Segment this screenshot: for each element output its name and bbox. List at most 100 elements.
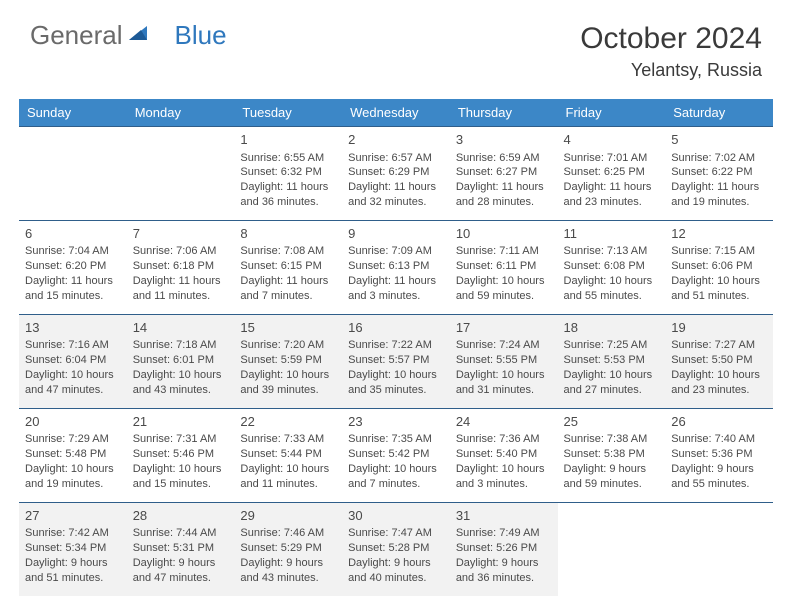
calendar-day-cell: 26Sunrise: 7:40 AMSunset: 5:36 PMDayligh… <box>665 408 773 502</box>
daylight-text: Daylight: 11 hours and 3 minutes. <box>348 274 444 304</box>
day-number: 27 <box>25 507 121 525</box>
calendar-day-cell: 20Sunrise: 7:29 AMSunset: 5:48 PMDayligh… <box>19 408 127 502</box>
day-number: 21 <box>133 413 229 431</box>
calendar-day-cell: 31Sunrise: 7:49 AMSunset: 5:26 PMDayligh… <box>450 502 558 595</box>
daylight-text: Daylight: 10 hours and 27 minutes. <box>564 368 660 398</box>
day-number: 3 <box>456 131 552 149</box>
daylight-text: Daylight: 10 hours and 47 minutes. <box>25 368 121 398</box>
sunset-text: Sunset: 5:28 PM <box>348 541 444 556</box>
day-header: Sunday <box>19 99 127 127</box>
calendar-day-cell: 16Sunrise: 7:22 AMSunset: 5:57 PMDayligh… <box>342 314 450 408</box>
sunrise-text: Sunrise: 7:24 AM <box>456 338 552 353</box>
sunrise-text: Sunrise: 7:15 AM <box>671 244 767 259</box>
calendar-day-cell: 29Sunrise: 7:46 AMSunset: 5:29 PMDayligh… <box>234 502 342 595</box>
day-header-row: Sunday Monday Tuesday Wednesday Thursday… <box>19 99 773 127</box>
day-number: 2 <box>348 131 444 149</box>
calendar-day-cell <box>558 502 666 595</box>
daylight-text: Daylight: 11 hours and 11 minutes. <box>133 274 229 304</box>
day-number: 17 <box>456 319 552 337</box>
sunrise-text: Sunrise: 6:55 AM <box>240 151 336 166</box>
logo: General Blue <box>30 22 227 48</box>
day-number: 11 <box>564 225 660 243</box>
logo-triangle-icon <box>127 22 149 48</box>
sunrise-text: Sunrise: 7:18 AM <box>133 338 229 353</box>
daylight-text: Daylight: 10 hours and 55 minutes. <box>564 274 660 304</box>
sunrise-text: Sunrise: 7:36 AM <box>456 432 552 447</box>
sunset-text: Sunset: 5:26 PM <box>456 541 552 556</box>
day-number: 9 <box>348 225 444 243</box>
sunrise-text: Sunrise: 7:16 AM <box>25 338 121 353</box>
sunrise-text: Sunrise: 7:29 AM <box>25 432 121 447</box>
day-number: 26 <box>671 413 767 431</box>
calendar-week-row: 6Sunrise: 7:04 AMSunset: 6:20 PMDaylight… <box>19 220 773 314</box>
sunrise-text: Sunrise: 7:11 AM <box>456 244 552 259</box>
sunrise-text: Sunrise: 7:13 AM <box>564 244 660 259</box>
daylight-text: Daylight: 10 hours and 43 minutes. <box>133 368 229 398</box>
calendar-day-cell: 30Sunrise: 7:47 AMSunset: 5:28 PMDayligh… <box>342 502 450 595</box>
sunrise-text: Sunrise: 7:08 AM <box>240 244 336 259</box>
daylight-text: Daylight: 11 hours and 28 minutes. <box>456 180 552 210</box>
calendar-day-cell: 6Sunrise: 7:04 AMSunset: 6:20 PMDaylight… <box>19 220 127 314</box>
sunset-text: Sunset: 6:13 PM <box>348 259 444 274</box>
calendar-day-cell: 9Sunrise: 7:09 AMSunset: 6:13 PMDaylight… <box>342 220 450 314</box>
calendar-day-cell <box>19 127 127 221</box>
daylight-text: Daylight: 9 hours and 40 minutes. <box>348 556 444 586</box>
sunset-text: Sunset: 6:06 PM <box>671 259 767 274</box>
day-number: 18 <box>564 319 660 337</box>
day-header: Thursday <box>450 99 558 127</box>
sunset-text: Sunset: 5:46 PM <box>133 447 229 462</box>
day-number: 13 <box>25 319 121 337</box>
calendar-week-row: 27Sunrise: 7:42 AMSunset: 5:34 PMDayligh… <box>19 502 773 595</box>
sunset-text: Sunset: 5:40 PM <box>456 447 552 462</box>
day-header: Wednesday <box>342 99 450 127</box>
logo-text-blue: Blue <box>175 22 227 48</box>
sunrise-text: Sunrise: 7:44 AM <box>133 526 229 541</box>
day-number: 22 <box>240 413 336 431</box>
daylight-text: Daylight: 11 hours and 23 minutes. <box>564 180 660 210</box>
sunrise-text: Sunrise: 6:59 AM <box>456 151 552 166</box>
sunrise-text: Sunrise: 7:22 AM <box>348 338 444 353</box>
daylight-text: Daylight: 9 hours and 43 minutes. <box>240 556 336 586</box>
sunset-text: Sunset: 6:04 PM <box>25 353 121 368</box>
daylight-text: Daylight: 9 hours and 36 minutes. <box>456 556 552 586</box>
day-number: 4 <box>564 131 660 149</box>
sunrise-text: Sunrise: 7:49 AM <box>456 526 552 541</box>
sunset-text: Sunset: 6:11 PM <box>456 259 552 274</box>
calendar-week-row: 13Sunrise: 7:16 AMSunset: 6:04 PMDayligh… <box>19 314 773 408</box>
daylight-text: Daylight: 9 hours and 47 minutes. <box>133 556 229 586</box>
sunset-text: Sunset: 6:27 PM <box>456 165 552 180</box>
sunrise-text: Sunrise: 7:27 AM <box>671 338 767 353</box>
day-number: 14 <box>133 319 229 337</box>
day-number: 5 <box>671 131 767 149</box>
sunset-text: Sunset: 6:22 PM <box>671 165 767 180</box>
sunrise-text: Sunrise: 7:09 AM <box>348 244 444 259</box>
daylight-text: Daylight: 10 hours and 15 minutes. <box>133 462 229 492</box>
day-number: 8 <box>240 225 336 243</box>
location-label: Yelantsy, Russia <box>580 60 762 81</box>
sunset-text: Sunset: 5:36 PM <box>671 447 767 462</box>
sunrise-text: Sunrise: 7:33 AM <box>240 432 336 447</box>
sunrise-text: Sunrise: 7:47 AM <box>348 526 444 541</box>
daylight-text: Daylight: 9 hours and 55 minutes. <box>671 462 767 492</box>
sunrise-text: Sunrise: 7:04 AM <box>25 244 121 259</box>
daylight-text: Daylight: 11 hours and 7 minutes. <box>240 274 336 304</box>
day-number: 23 <box>348 413 444 431</box>
daylight-text: Daylight: 10 hours and 51 minutes. <box>671 274 767 304</box>
sunrise-text: Sunrise: 6:57 AM <box>348 151 444 166</box>
calendar-day-cell: 3 Sunrise: 6:59 AMSunset: 6:27 PMDaylight… <box>450 127 558 221</box>
calendar-day-cell: 8Sunrise: 7:08 AMSunset: 6:15 PMDaylight… <box>234 220 342 314</box>
calendar-day-cell: 17Sunrise: 7:24 AMSunset: 5:55 PMDayligh… <box>450 314 558 408</box>
day-number: 1 <box>240 131 336 149</box>
sunset-text: Sunset: 6:18 PM <box>133 259 229 274</box>
calendar-day-cell: 21Sunrise: 7:31 AMSunset: 5:46 PMDayligh… <box>127 408 235 502</box>
daylight-text: Daylight: 11 hours and 32 minutes. <box>348 180 444 210</box>
day-number: 30 <box>348 507 444 525</box>
calendar-day-cell: 23Sunrise: 7:35 AMSunset: 5:42 PMDayligh… <box>342 408 450 502</box>
calendar-week-row: 1Sunrise: 6:55 AMSunset: 6:32 PMDaylight… <box>19 127 773 221</box>
sunset-text: Sunset: 6:01 PM <box>133 353 229 368</box>
calendar-day-cell: 19Sunrise: 7:27 AMSunset: 5:50 PMDayligh… <box>665 314 773 408</box>
calendar-day-cell: 22Sunrise: 7:33 AMSunset: 5:44 PMDayligh… <box>234 408 342 502</box>
sunset-text: Sunset: 5:57 PM <box>348 353 444 368</box>
day-number: 29 <box>240 507 336 525</box>
day-number: 10 <box>456 225 552 243</box>
